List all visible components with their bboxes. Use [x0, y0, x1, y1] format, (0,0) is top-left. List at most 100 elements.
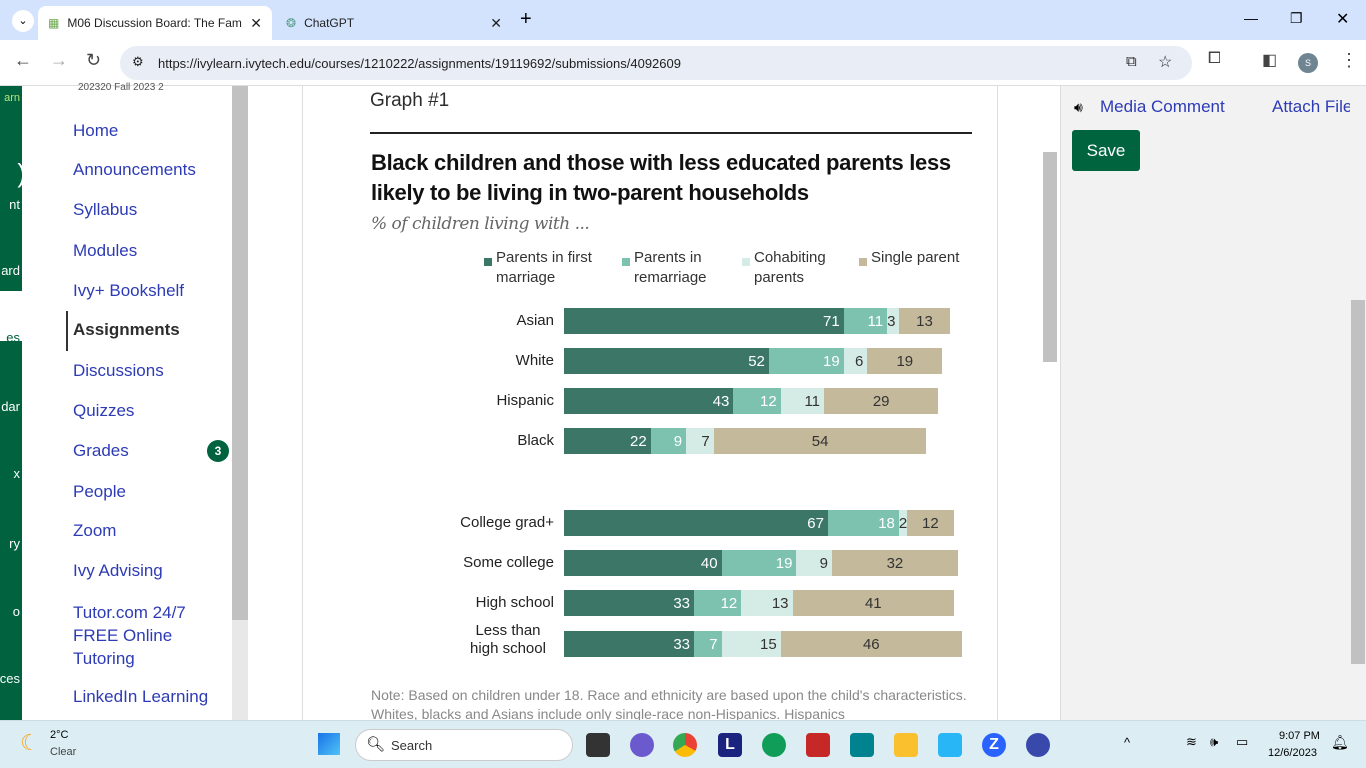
bar-segment: 2 — [898, 510, 907, 536]
global-nav-dashboard[interactable]: ard — [1, 263, 20, 278]
close-window-button[interactable]: ✕ — [1336, 11, 1350, 28]
course-nav-modules[interactable]: Modules — [73, 241, 138, 260]
course-nav-announcements[interactable]: Announcements — [73, 160, 196, 179]
tab-discussion-board[interactable]: ▦ M06 Discussion Board: The Fam ✕ — [38, 6, 272, 40]
bookmark-star-icon[interactable]: ☆ — [1158, 54, 1173, 71]
global-nav-resources[interactable]: ces — [0, 671, 20, 686]
show-hidden-icons[interactable]: ^ — [1124, 735, 1131, 750]
data-label: 18 — [878, 514, 895, 532]
mcafee-icon[interactable] — [806, 733, 830, 757]
forward-icon[interactable]: → — [50, 50, 68, 70]
zoom-app-icon[interactable]: Z — [982, 733, 1006, 757]
data-label: 3 — [887, 312, 896, 330]
course-nav-home[interactable]: Home — [73, 121, 119, 140]
data-label: 41 — [864, 594, 882, 612]
legend-swatch — [484, 258, 492, 266]
extensions-icon[interactable]: ⧠ — [1208, 50, 1221, 67]
legend-swatch — [742, 258, 750, 266]
reload-icon[interactable]: ↻ — [86, 50, 102, 70]
category-label: Some college — [463, 554, 554, 571]
course-nav-linkedin[interactable]: LinkedIn Learning — [73, 687, 209, 706]
bar-segment: 9 — [796, 550, 832, 576]
bar-segment: 19 — [721, 550, 797, 576]
bar-segment: 52 — [564, 348, 769, 374]
legend-item: Parents in first marriage — [484, 249, 606, 288]
course-nav-grades[interactable]: Grades — [73, 441, 129, 460]
bar-segment: 67 — [564, 510, 828, 536]
bar-segment: 7 — [694, 631, 722, 657]
app-icon[interactable] — [1026, 733, 1050, 757]
course-nav-scroll-thumb[interactable] — [232, 86, 248, 620]
bar-segment: 13 — [741, 590, 793, 616]
minimize-button[interactable]: — — [1244, 10, 1258, 26]
wifi-icon[interactable]: ≋ — [1186, 734, 1197, 749]
global-nav-help[interactable]: o — [12, 604, 20, 619]
global-nav-calendar[interactable]: dar — [1, 399, 20, 414]
data-label: 12 — [922, 514, 939, 532]
tab-search-button[interactable]: ⌄ — [12, 10, 34, 32]
course-nav-zoom[interactable]: Zoom — [73, 521, 117, 540]
data-label: 54 — [811, 432, 829, 450]
bar-segment: 11 — [843, 308, 888, 334]
install-app-icon[interactable]: ⧉ — [1126, 53, 1137, 70]
new-tab-button[interactable]: + — [520, 8, 532, 30]
back-icon[interactable]: ← — [14, 50, 32, 70]
account-icon[interactable]: ) — [17, 158, 22, 189]
bar-segment: 6 — [843, 348, 868, 374]
page-scroll-thumb[interactable] — [1351, 300, 1365, 664]
grades-badge: 3 — [207, 440, 229, 462]
file-explorer-icon[interactable] — [894, 733, 918, 757]
volume-icon[interactable]: 🕪︎ — [1210, 734, 1219, 749]
close-tab-icon[interactable]: ✕ — [490, 14, 502, 31]
task-view-icon[interactable] — [586, 733, 610, 757]
global-nav-account[interactable]: nt — [9, 197, 20, 212]
start-icon[interactable] — [318, 733, 340, 755]
side-panel-icon[interactable]: ◧ — [1262, 52, 1278, 69]
battery-icon[interactable]: ▭ — [1236, 734, 1249, 749]
site-info-icon[interactable]: ⚙ — [132, 54, 144, 69]
lockdown-browser-icon[interactable]: L — [718, 733, 742, 757]
menu-icon[interactable]: ⋮ — [1340, 50, 1358, 70]
attach-file-link[interactable]: Attach File — [1272, 97, 1350, 116]
clock-time[interactable]: 9:07 PM — [1279, 730, 1320, 742]
global-nav-logo[interactable]: arn — [4, 92, 20, 104]
clock-date[interactable]: 12/6/2023 — [1268, 747, 1317, 759]
data-label: 32 — [886, 554, 904, 572]
weather-moon-icon[interactable]: ☾ — [20, 730, 40, 755]
tab-chatgpt[interactable]: ❂ ChatGPT ✕ — [286, 14, 502, 31]
course-nav-syllabus[interactable]: Syllabus — [73, 200, 138, 219]
notification-bell-icon[interactable]: 🔔︎ — [1331, 734, 1349, 750]
comment-panel — [1060, 86, 1350, 720]
course-nav-people[interactable]: People — [73, 482, 126, 501]
notepad-icon[interactable] — [938, 733, 962, 757]
edge-icon[interactable] — [762, 733, 786, 757]
global-nav-history[interactable]: ry — [9, 536, 20, 551]
legend-swatch — [859, 258, 867, 266]
data-label: 9 — [819, 554, 828, 572]
global-nav-inbox[interactable]: x — [13, 466, 21, 481]
divider — [370, 132, 972, 134]
taskbar-search[interactable]: 🔍︎ Search — [355, 729, 573, 761]
close-tab-icon[interactable]: ✕ — [250, 14, 262, 31]
course-nav-advising[interactable]: Ivy Advising — [73, 561, 163, 580]
course-nav-quizzes[interactable]: Quizzes — [73, 401, 135, 420]
course-nav-discussions[interactable]: Discussions — [73, 361, 164, 380]
global-nav-courses[interactable]: es — [6, 330, 20, 345]
course-nav-tutoring[interactable]: Tutor.com 24/7 FREE Online Tutoring — [73, 603, 186, 668]
save-button[interactable]: Save — [1072, 130, 1140, 171]
url-input[interactable]: ⚙ https://ivylearn.ivytech.edu/courses/1… — [120, 46, 1192, 80]
course-nav-bookshelf[interactable]: Ivy+ Bookshelf — [73, 281, 185, 300]
weather-desc: Clear — [50, 746, 77, 758]
data-label: 22 — [629, 432, 647, 450]
course-nav-assignments[interactable]: Assignments — [73, 320, 180, 339]
profile-avatar[interactable]: S — [1298, 53, 1318, 73]
data-label: 43 — [712, 392, 730, 410]
chrome-icon[interactable] — [673, 733, 697, 757]
category-label: College grad+ — [460, 514, 554, 531]
bar-segment: 7 — [686, 428, 714, 454]
alexa-icon[interactable] — [850, 733, 874, 757]
main-scroll-thumb[interactable] — [1043, 152, 1057, 362]
media-comment-link[interactable]: Media Comment — [1100, 97, 1225, 116]
teams-icon[interactable] — [630, 733, 654, 757]
restore-button[interactable]: ❐ — [1290, 10, 1303, 26]
